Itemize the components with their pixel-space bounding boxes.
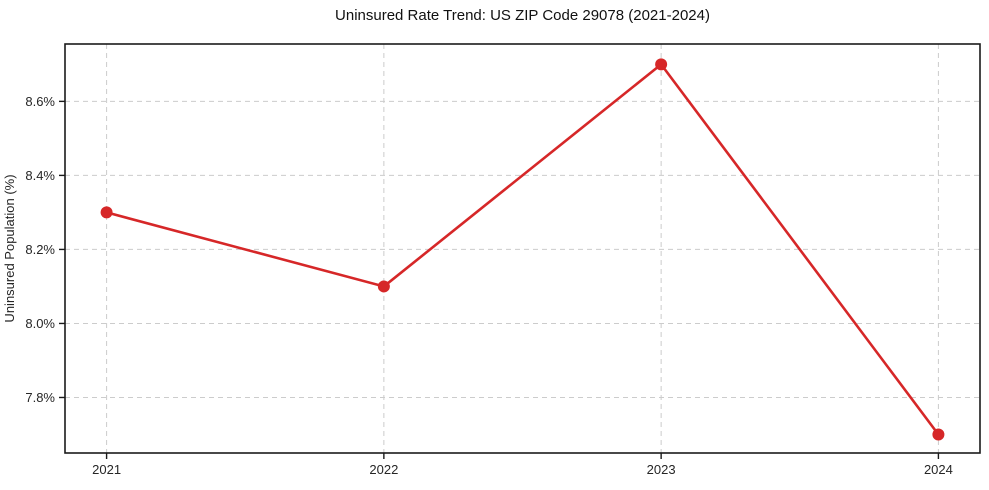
chart-title: Uninsured Rate Trend: US ZIP Code 29078 … xyxy=(335,7,710,24)
data-point xyxy=(100,206,113,219)
data-point xyxy=(932,428,945,441)
trend-line xyxy=(105,63,940,436)
y-tick-label: 8.2% xyxy=(25,242,55,257)
y-tick-label: 7.8% xyxy=(25,390,55,405)
y-tick-label: 8.4% xyxy=(25,168,55,183)
data-point xyxy=(655,58,668,71)
y-axis-label: Uninsured Population (%) xyxy=(2,174,17,322)
x-tick-label: 2023 xyxy=(647,462,676,477)
x-tick-label: 2024 xyxy=(924,462,953,477)
y-tick-label: 8.0% xyxy=(25,316,55,331)
x-tick-label: 2021 xyxy=(92,462,121,477)
x-tick-label: 2022 xyxy=(369,462,398,477)
plot-border xyxy=(64,43,981,454)
y-tick-label: 8.6% xyxy=(25,94,55,109)
data-point xyxy=(377,280,390,293)
